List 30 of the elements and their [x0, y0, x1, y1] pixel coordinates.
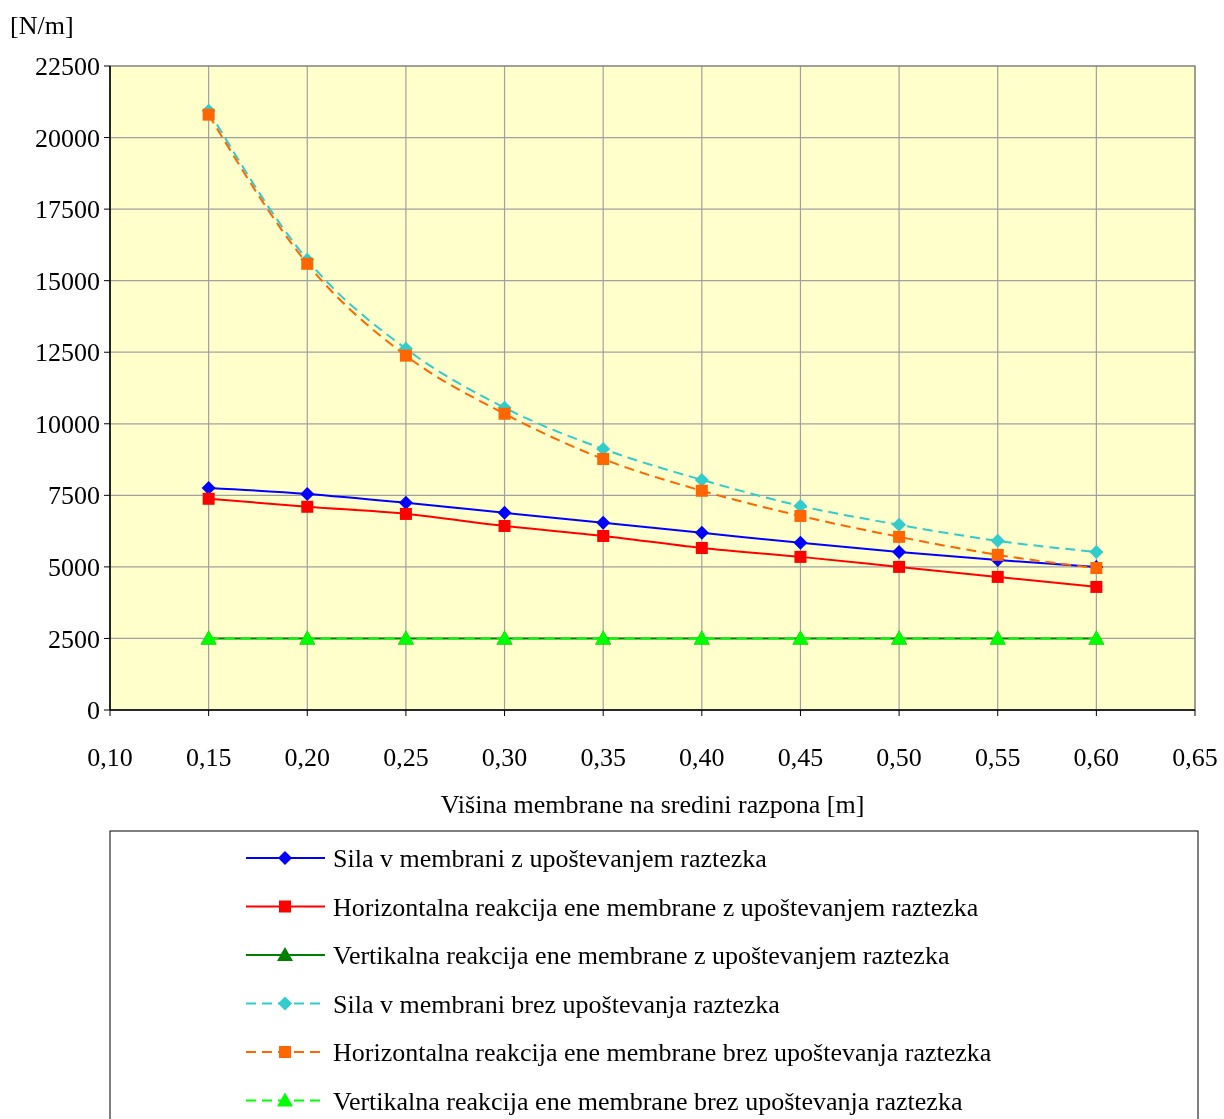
y-axis-title: [N/m]	[10, 11, 74, 40]
y-tick-label: 7500	[48, 481, 100, 511]
x-tick-label: 0,50	[876, 743, 922, 772]
y-tick-label: 22500	[35, 52, 100, 82]
y-tick-label: 10000	[35, 409, 100, 439]
legend-label: Horizontalna reakcija ene membrane brez upoštevanja raztezka	[333, 1038, 992, 1068]
x-tick-label: 0,55	[974, 743, 1021, 772]
y-tick-label: 0	[87, 696, 100, 726]
y-tick-label: 20000	[35, 123, 100, 153]
x-tick-label: 0,10	[87, 743, 133, 772]
y-tick-label: 12500	[35, 338, 100, 368]
x-tick-label: 0,25	[383, 743, 429, 772]
x-tick-label: 0,15	[185, 743, 232, 772]
legend-label: Sila v membrani brez upoštevanja raztezka	[333, 989, 781, 1019]
legend-label: Vertikalna reakcija ene membrane brez upoštevanja raztezka	[333, 1086, 963, 1116]
legend-label: Horizontalna reakcija ene membrane z upoštevanjem raztezka	[333, 892, 979, 922]
x-tick-label: 0,40	[679, 743, 725, 772]
legend-label: Sila v membrani z upoštevanjem raztezka	[333, 844, 768, 874]
y-tick-label: 15000	[35, 266, 100, 296]
x-tick-label: 0,20	[284, 743, 331, 772]
y-tick-label: 17500	[35, 195, 100, 225]
legend-label: Vertikalna reakcija ene membrane z upoštevanjem raztezka	[333, 941, 950, 971]
x-tick-label: 0,35	[580, 743, 626, 772]
y-tick-label: 2500	[48, 624, 100, 654]
x-tick-label: 0,45	[777, 743, 824, 772]
x-tick-label: 0,65	[1172, 743, 1218, 772]
y-tick-label: 5000	[48, 552, 100, 582]
x-tick-label: 0,60	[1073, 743, 1120, 772]
x-axis-title: Višina membrane na sredini razpona [m]	[440, 790, 865, 819]
x-tick-label: 0,30	[481, 743, 528, 772]
